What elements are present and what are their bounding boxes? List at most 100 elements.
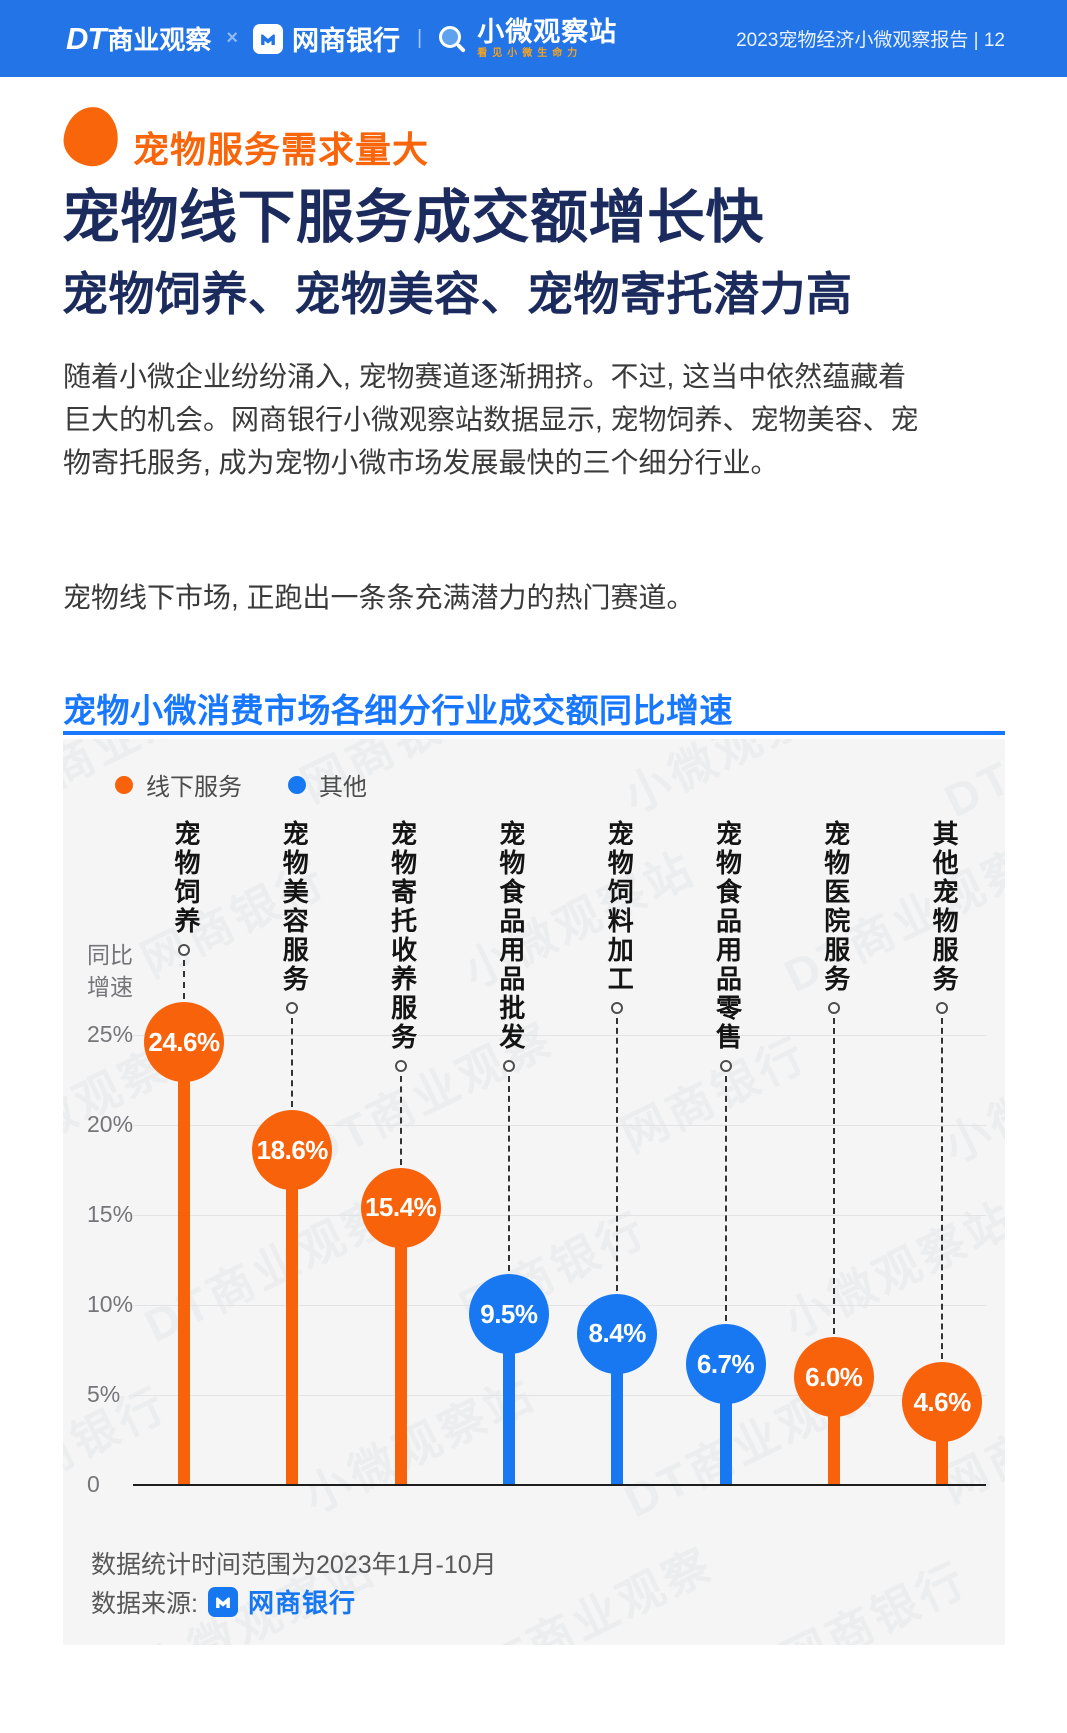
connector-dashed-line: [724, 1076, 727, 1322]
station-tagline: 看见小微生命力: [477, 47, 583, 59]
station-logo-text: 小微观察站: [477, 16, 618, 47]
y-tick-label: 10%: [87, 1291, 134, 1317]
connector-dashed-line: [507, 1076, 510, 1271]
connector-dashed-line: [399, 1076, 402, 1165]
lollipop-value-bubble: 9.5%: [468, 1274, 549, 1354]
station-logo: 小微观察站 看见小微生命力: [477, 16, 618, 60]
top-bar: DT商业观察 × 网商银行 | 小微观察站 看见小微生命力 2023宠物经济小微…: [0, 0, 1067, 77]
y-tick-label: 15%: [87, 1201, 134, 1227]
kicker-blob-shape: [61, 104, 121, 169]
category-label: 宠物寄托收养服务: [387, 820, 418, 1052]
lollipop-value-label: 9.5%: [480, 1298, 538, 1329]
section-kicker: 宠物服务需求量大: [133, 129, 430, 170]
y-tick-label: 5%: [87, 1381, 121, 1407]
lollipop-value-bubble: 18.6%: [252, 1110, 333, 1191]
mybank-logo-icon: [253, 23, 284, 54]
watermark-layer: DT商业观察网商银行小微观察站DT商业观察网商银行小微观察站DT商业观察网商银行…: [63, 739, 1005, 1645]
watermark-text: DT商业观察: [936, 739, 1005, 828]
connector-dot-icon: [719, 1060, 732, 1072]
lollipop-stem: [394, 1207, 407, 1485]
category-label: 宠物食品用品零售: [712, 820, 743, 1052]
category-label: 宠物医院服务: [820, 820, 851, 994]
connector-dot-icon: [178, 944, 190, 956]
connector-dashed-line: [291, 1018, 294, 1108]
category-label: 宠物美容服务: [279, 820, 310, 994]
mybank-logo-icon: [207, 1586, 238, 1617]
footnote-source-label: 数据来源:: [91, 1589, 198, 1618]
legend-label: 线下服务: [146, 774, 242, 801]
brand-divider: |: [417, 27, 423, 49]
bank-logo-text: 网商银行: [292, 26, 401, 56]
footnote-time-range: 数据统计时间范围为2023年1月-10月: [91, 1551, 497, 1579]
y-axis-label: 同比 增速: [87, 942, 133, 1000]
lollipop-value-label: 8.4%: [588, 1318, 647, 1349]
watermark-text: 小微观察站: [455, 841, 704, 998]
lollipop-value-bubble: 8.4%: [577, 1293, 658, 1374]
connector-dot-icon: [827, 1002, 840, 1014]
legend-label: 其他: [319, 774, 367, 801]
legend-dot-icon: [288, 775, 306, 794]
gridline: [133, 1305, 986, 1306]
connector-dot-icon: [502, 1060, 515, 1072]
connector-dot-icon: [286, 1002, 299, 1014]
gridline: [133, 1125, 986, 1126]
chart-area: DT商业观察网商银行小微观察站DT商业观察网商银行小微观察站DT商业观察网商银行…: [63, 739, 1005, 1645]
legend-dot-icon: [115, 775, 133, 794]
dt-logo: DT商业观察: [66, 20, 211, 57]
y-tick-label: 0: [87, 1471, 100, 1497]
multiply-separator: ×: [226, 27, 239, 49]
watermark-text: 小微观察站: [615, 739, 864, 823]
lollipop-value-bubble: 15.4%: [360, 1167, 441, 1248]
lollipop-value-label: 4.6%: [913, 1386, 971, 1417]
lollipop-stem: [286, 1150, 299, 1485]
category-label: 宠物饲料加工: [604, 820, 635, 994]
magnifier-icon: [439, 25, 466, 52]
y-tick-label: 25%: [87, 1021, 134, 1047]
watermark-text: 小微观察站: [775, 1191, 1005, 1348]
dt-logo-mark: DT: [66, 21, 106, 56]
connector-dashed-line: [183, 960, 185, 1000]
chart-title: 宠物小微消费市场各细分行业成交额同比增速: [63, 692, 733, 729]
x-axis-baseline: [133, 1484, 986, 1486]
dt-logo-text: 商业观察: [107, 25, 212, 55]
lollipop-value-bubble: 24.6%: [144, 1002, 224, 1083]
lollipop-value-label: 6.0%: [805, 1361, 863, 1392]
lollipop-value-bubble: 4.6%: [902, 1362, 983, 1443]
footnote-source: 数据来源: 网商银行: [91, 1583, 356, 1620]
lollipop-value-label: 24.6%: [148, 1026, 220, 1057]
lollipop-value-bubble: 6.7%: [685, 1324, 766, 1405]
gridline: [133, 1215, 986, 1216]
connector-dot-icon: [394, 1060, 407, 1072]
lollipop-value-bubble: 6.0%: [793, 1337, 874, 1417]
lollipop-value-label: 6.7%: [696, 1348, 755, 1379]
gridline: [133, 1035, 986, 1036]
connector-dashed-line: [616, 1018, 619, 1291]
lollipop-stem: [178, 1042, 190, 1485]
lollipop-value-label: 18.6%: [256, 1134, 329, 1165]
page-subtitle: 宠物饲养、宠物美容、宠物寄托潜力高: [62, 268, 853, 320]
chart-title-underline: [63, 731, 1005, 735]
category-label: 宠物食品用品批发: [495, 820, 526, 1052]
connector-dot-icon: [936, 1002, 949, 1014]
y-tick-label: 20%: [87, 1111, 134, 1137]
connector-dashed-line: [832, 1018, 835, 1334]
page-title: 宠物线下服务成交额增长快: [62, 185, 765, 250]
connector-dot-icon: [611, 1002, 624, 1014]
body-paragraph-1: 随着小微企业纷纷涌入, 宠物赛道逐渐拥挤。不过, 这当中依然蕴藏着巨大的机会。网…: [63, 361, 919, 478]
connector-dashed-line: [941, 1018, 944, 1360]
category-label: 其他宠物服务: [929, 820, 960, 994]
watermark-text: DT商业观察: [776, 837, 1005, 1003]
category-label: 宠物饲养: [171, 820, 201, 936]
brand-group: DT商业观察 × 网商银行 | 小微观察站 看见小微生命力: [66, 16, 736, 60]
chart-legend: 线下服务 其他: [115, 767, 367, 802]
lollipop-stem: [502, 1314, 515, 1485]
watermark-text: 网商银行: [773, 1552, 976, 1645]
body-paragraph-2: 宠物线下市场, 正跑出一条条充满潜力的热门赛道。: [63, 582, 695, 613]
gridline: [133, 1395, 986, 1396]
footnote-source-name: 网商银行: [247, 1588, 356, 1618]
legend-item: 线下服务: [115, 767, 242, 802]
report-page-indicator: 2023宠物经济小微观察报告 | 12: [736, 30, 1005, 51]
legend-item: 其他: [288, 767, 367, 802]
lollipop-value-label: 15.4%: [364, 1192, 437, 1223]
